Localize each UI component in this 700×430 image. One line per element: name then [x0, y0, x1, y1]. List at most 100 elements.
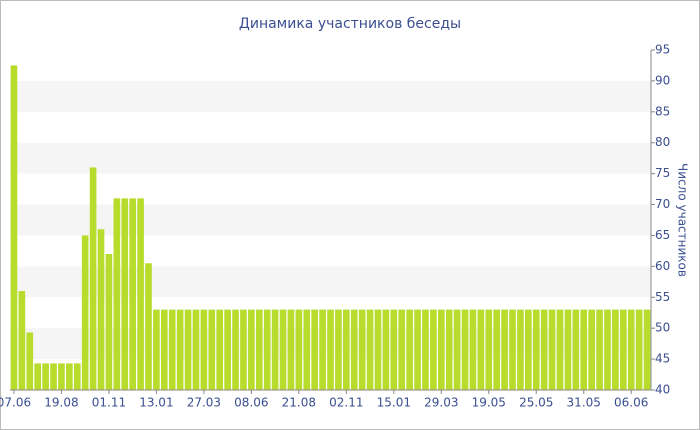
bar — [160, 309, 168, 390]
y-tick-label: 75 — [655, 166, 670, 180]
bar — [612, 309, 619, 390]
bar — [343, 309, 350, 390]
y-tick-label: 60 — [655, 259, 670, 273]
bar — [271, 309, 279, 390]
x-tick-label: 15.01 — [377, 396, 411, 410]
bar — [192, 309, 200, 390]
x-tick-label: 21.08 — [282, 396, 316, 410]
bar — [105, 254, 113, 390]
bar — [461, 309, 469, 390]
bar — [437, 309, 445, 390]
x-tick-label: 31.05 — [567, 396, 601, 410]
y-tick-label: 70 — [655, 197, 670, 211]
bar — [208, 309, 216, 390]
bar — [89, 167, 97, 390]
bar — [604, 309, 611, 390]
bar — [366, 309, 374, 390]
bar — [509, 309, 516, 390]
bar — [129, 198, 136, 390]
bar — [374, 309, 382, 390]
bar — [327, 309, 334, 390]
bar — [232, 309, 239, 390]
x-tick-label: 02.11 — [329, 396, 363, 410]
bar — [18, 291, 26, 390]
bar — [153, 309, 160, 390]
x-tick-label: 25.05 — [519, 396, 553, 410]
bar — [216, 309, 224, 390]
x-tick-label: 29.03 — [424, 396, 458, 410]
bar — [184, 309, 192, 390]
y-tick-label: 90 — [655, 73, 670, 87]
bar — [517, 309, 524, 390]
y-tick-label: 50 — [655, 321, 670, 335]
y-tick-label: 55 — [655, 290, 670, 304]
bar — [453, 309, 461, 390]
bar — [248, 309, 255, 390]
bar — [350, 309, 358, 390]
bar — [635, 309, 643, 390]
bar — [406, 309, 413, 390]
bar — [42, 363, 49, 390]
bar — [335, 309, 342, 390]
bar — [137, 198, 144, 390]
y-tick-label: 40 — [655, 383, 670, 397]
bar — [145, 263, 152, 390]
bar — [113, 198, 121, 390]
bar — [485, 309, 493, 390]
y-tick-label: 45 — [655, 352, 670, 366]
bar — [477, 309, 485, 390]
bar — [422, 309, 429, 390]
bar — [295, 309, 303, 390]
grid-band — [10, 142, 651, 174]
x-tick-label: 27.03 — [187, 396, 221, 410]
bar — [287, 309, 295, 390]
x-tick-label: 19.08 — [44, 396, 78, 410]
bar — [224, 309, 231, 390]
bar — [556, 309, 564, 390]
bar — [430, 309, 437, 390]
bar — [10, 65, 18, 391]
bar — [398, 309, 406, 390]
bar — [73, 363, 81, 390]
bar — [34, 363, 42, 390]
bar — [588, 309, 595, 390]
x-tick-label: 07.06 — [0, 396, 31, 410]
bar — [572, 309, 580, 390]
bar — [532, 309, 540, 390]
bar — [501, 309, 508, 390]
bar — [445, 309, 453, 390]
bar — [66, 363, 73, 390]
bar — [564, 309, 572, 390]
bar — [382, 309, 390, 390]
bar — [643, 309, 651, 390]
bar — [240, 309, 247, 390]
bar — [548, 309, 556, 390]
x-tick-label: 08.06 — [234, 396, 268, 410]
bar — [311, 309, 318, 390]
bar — [176, 309, 184, 390]
bar — [26, 332, 34, 390]
bar — [525, 309, 532, 390]
bar — [255, 309, 263, 390]
bar — [303, 309, 311, 390]
y-axis-title: Число участников — [676, 163, 690, 277]
bar — [121, 198, 129, 390]
x-tick-label: 06.06 — [614, 396, 648, 410]
bar — [414, 309, 421, 390]
bar — [540, 309, 548, 390]
bar — [358, 309, 366, 390]
x-tick-label: 13.01 — [139, 396, 173, 410]
bar — [58, 363, 65, 390]
bar — [279, 309, 287, 390]
y-tick-label: 95 — [655, 43, 670, 57]
bar — [200, 309, 208, 390]
y-tick-label: 80 — [655, 135, 670, 149]
x-tick-label: 19.05 — [472, 396, 506, 410]
bar — [319, 309, 326, 390]
chart-title: Динамика участников беседы — [239, 16, 461, 32]
bar — [97, 229, 105, 390]
y-tick-label: 65 — [655, 228, 670, 242]
grid-band — [10, 204, 651, 236]
bar — [627, 309, 635, 390]
